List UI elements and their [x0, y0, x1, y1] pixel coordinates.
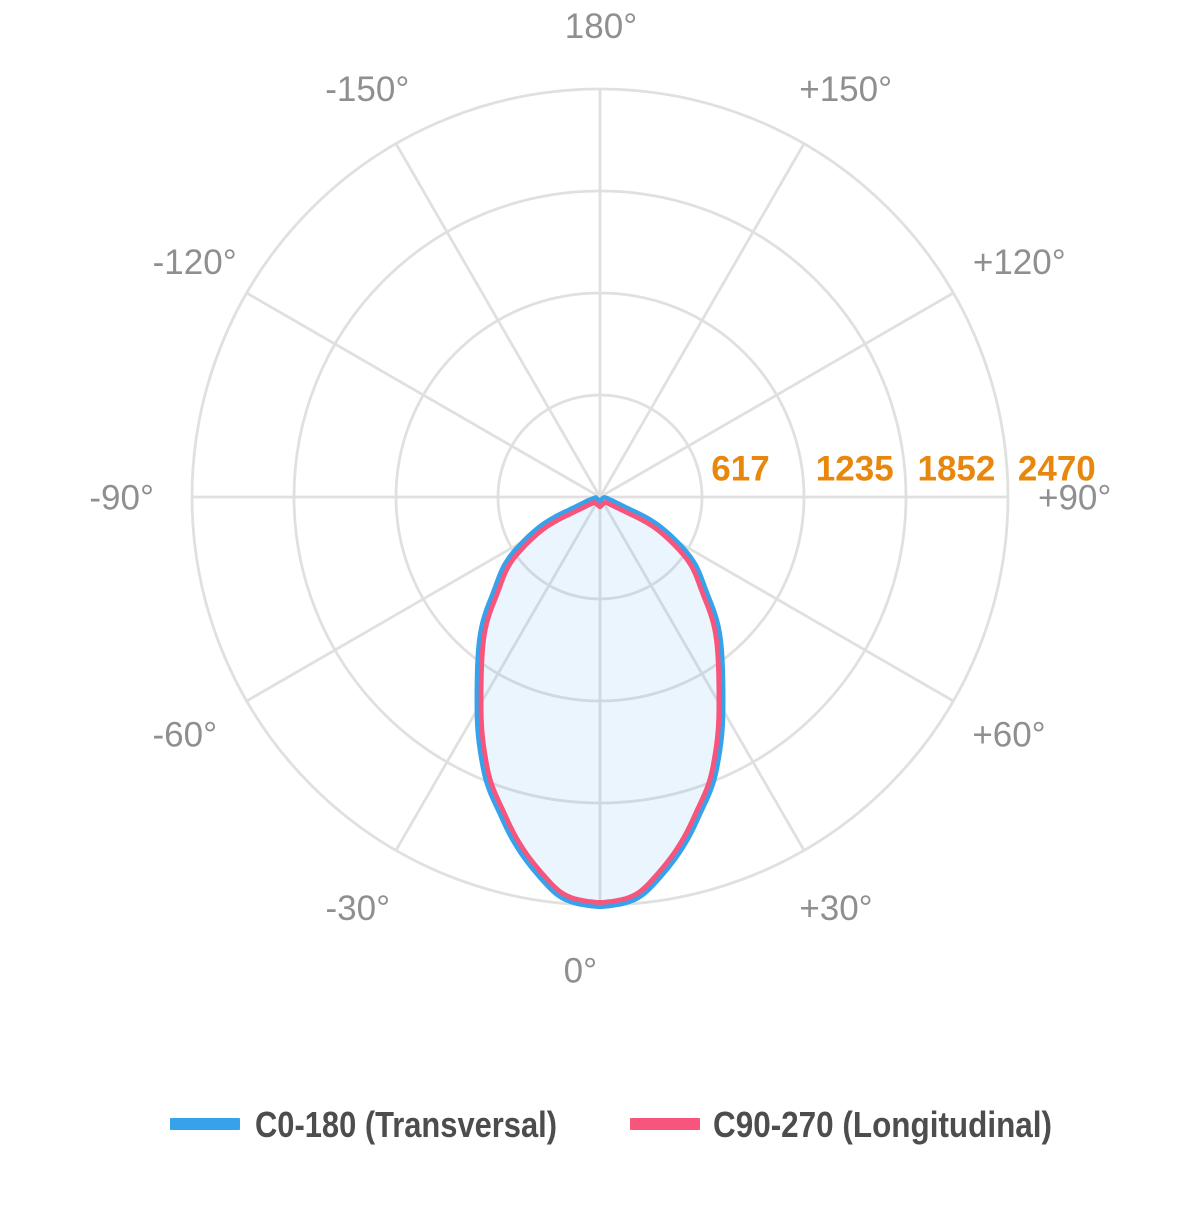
- svg-text:-150°: -150°: [325, 70, 409, 109]
- svg-text:+60°: +60°: [972, 716, 1045, 755]
- svg-text:+90°: +90°: [1038, 479, 1111, 518]
- svg-text:0°: 0°: [564, 952, 597, 991]
- svg-text:-90°: -90°: [89, 479, 154, 518]
- svg-text:+120°: +120°: [973, 243, 1066, 282]
- svg-text:2470: 2470: [1018, 449, 1096, 488]
- svg-text:-30°: -30°: [326, 889, 391, 928]
- svg-text:1235: 1235: [816, 449, 894, 488]
- svg-text:1852: 1852: [918, 449, 996, 488]
- svg-text:C90-270 (Longitudinal): C90-270 (Longitudinal): [713, 1104, 1052, 1145]
- svg-text:-120°: -120°: [153, 243, 237, 282]
- svg-text:180°: 180°: [565, 7, 637, 46]
- svg-text:C0-180 (Transversal): C0-180 (Transversal): [255, 1104, 557, 1145]
- svg-text:+150°: +150°: [799, 70, 892, 109]
- svg-text:-60°: -60°: [153, 716, 218, 755]
- svg-text:617: 617: [711, 449, 769, 488]
- svg-text:+30°: +30°: [799, 889, 872, 928]
